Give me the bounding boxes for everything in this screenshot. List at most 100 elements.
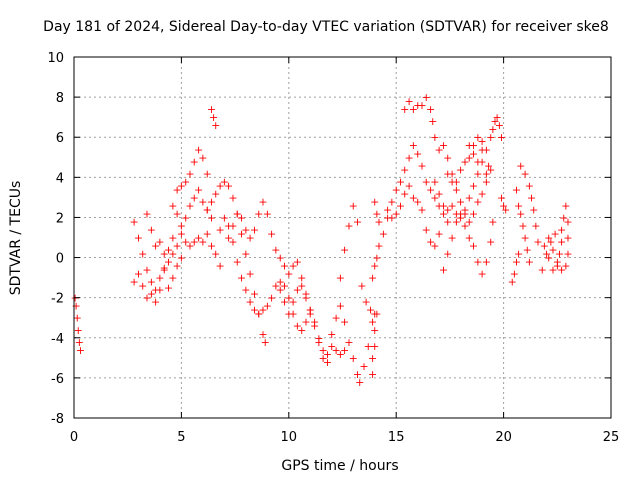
data-point: + xyxy=(387,211,396,224)
data-point: + xyxy=(331,312,340,325)
data-point: + xyxy=(422,91,431,104)
data-point: + xyxy=(559,211,568,224)
y-tick-label: -2 xyxy=(51,292,64,307)
data-point: + xyxy=(207,211,216,224)
data-point: + xyxy=(211,119,220,132)
data-point: + xyxy=(198,195,207,208)
data-point: + xyxy=(160,248,169,261)
series-arc-9: ++++++++++++++++++++++++ xyxy=(224,195,332,368)
series-arc-8: +++++++++++++++ xyxy=(203,175,270,348)
data-point: + xyxy=(469,240,478,253)
data-point: + xyxy=(288,308,297,321)
data-point: + xyxy=(387,195,396,208)
data-point: + xyxy=(447,232,456,245)
data-point: + xyxy=(368,368,377,381)
data-point: + xyxy=(490,115,499,128)
data-point: + xyxy=(404,179,413,192)
data-point: + xyxy=(473,256,482,269)
data-point: + xyxy=(493,111,502,124)
data-point: + xyxy=(327,328,336,341)
data-point: + xyxy=(261,336,270,349)
data-point: + xyxy=(323,356,332,369)
data-point: + xyxy=(422,223,431,236)
data-point: + xyxy=(233,207,242,220)
data-point: + xyxy=(563,232,572,245)
data-point: + xyxy=(435,187,444,200)
data-point: + xyxy=(368,316,377,329)
series-arc-2: ++++++++++++ xyxy=(130,215,186,296)
data-point: + xyxy=(198,151,207,164)
data-point: + xyxy=(254,207,263,220)
data-point: + xyxy=(392,183,401,196)
data-point: + xyxy=(465,232,474,245)
data-point: + xyxy=(542,248,551,261)
data-point: + xyxy=(160,264,169,277)
data-point: + xyxy=(224,219,233,232)
data-point: + xyxy=(134,232,143,245)
data-point: + xyxy=(514,199,523,212)
data-point: + xyxy=(142,264,151,277)
data-point: + xyxy=(288,260,297,273)
data-point: + xyxy=(478,187,487,200)
data-point: + xyxy=(357,280,366,293)
series-arc-20: +++++++++++++ xyxy=(430,155,491,224)
data-point: + xyxy=(409,139,418,152)
series-arc-11: ++++++++ xyxy=(276,280,315,321)
data-point: + xyxy=(465,215,474,228)
data-point: + xyxy=(336,272,345,285)
data-point: + xyxy=(499,199,508,212)
series-arc-22: +++++++++++++ xyxy=(439,207,498,280)
data-point: + xyxy=(340,316,349,329)
data-point: + xyxy=(510,268,519,281)
data-point: + xyxy=(563,215,572,228)
data-point: + xyxy=(237,272,246,285)
series-arc-14: ++++ xyxy=(368,324,379,381)
data-point: + xyxy=(172,240,181,253)
data-point: + xyxy=(497,191,506,204)
data-point: + xyxy=(310,320,319,333)
data-point: + xyxy=(465,191,474,204)
series-arc-24: ++++++ xyxy=(486,111,506,144)
data-point: + xyxy=(469,147,478,160)
data-point: + xyxy=(469,207,478,220)
data-point: + xyxy=(155,272,164,285)
data-point: + xyxy=(428,115,437,128)
data-point: + xyxy=(520,167,529,180)
data-point: + xyxy=(74,324,83,337)
data-point: + xyxy=(443,167,452,180)
data-point: + xyxy=(319,352,328,365)
data-point: + xyxy=(207,103,216,116)
data-point: + xyxy=(142,207,151,220)
data-point: + xyxy=(190,236,199,249)
data-point: + xyxy=(297,324,306,337)
data-point: + xyxy=(250,288,259,301)
data-point: + xyxy=(473,131,482,144)
data-point: + xyxy=(177,219,186,232)
data-point: + xyxy=(72,300,81,313)
series-arc-13: +++++++++ xyxy=(336,199,380,320)
data-point: + xyxy=(155,236,164,249)
data-point: + xyxy=(370,324,379,337)
data-point: + xyxy=(368,272,377,285)
data-point: + xyxy=(364,340,373,353)
data-point: + xyxy=(374,215,383,228)
data-point: + xyxy=(151,240,160,253)
data-point: + xyxy=(430,131,439,144)
data-point: + xyxy=(297,272,306,285)
data-point: + xyxy=(172,207,181,220)
series-arc-29: ++++++ xyxy=(540,236,566,277)
series-arc-3: ++++++++++ xyxy=(130,232,178,309)
data-point: + xyxy=(469,139,478,152)
series-arc-15: ++++ xyxy=(368,240,384,285)
data-point: + xyxy=(527,191,536,204)
data-point: + xyxy=(439,207,448,220)
data-point: + xyxy=(372,308,381,321)
data-point: + xyxy=(413,99,422,112)
data-point: + xyxy=(284,308,293,321)
data-point: + xyxy=(340,344,349,357)
data-point: + xyxy=(147,288,156,301)
series-arc-7: +++ xyxy=(207,103,221,132)
y-tick-label: -6 xyxy=(51,372,64,387)
data-point: + xyxy=(409,103,418,116)
data-point: + xyxy=(301,316,310,329)
